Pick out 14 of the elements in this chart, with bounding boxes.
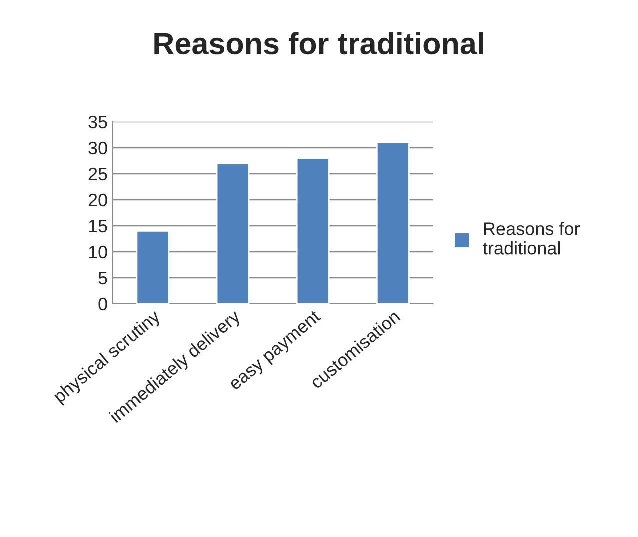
y-tick-label: 15 [89,220,108,233]
y-tick-label: 30 [88,142,108,155]
y-tick-label: 20 [88,194,108,207]
y-tick-label: 10 [89,246,108,259]
bar [296,158,330,304]
bar [216,162,250,304]
legend-label: Reasons for traditional [483,222,580,255]
y-tick-label: 5 [98,272,108,285]
bar [376,142,410,304]
y-tick-label: 0 [98,298,108,311]
bar [136,230,170,304]
y-tick-label: 25 [88,168,108,181]
y-tick-label: 35 [88,116,108,129]
chart-title: Reasons for traditional [154,32,484,55]
